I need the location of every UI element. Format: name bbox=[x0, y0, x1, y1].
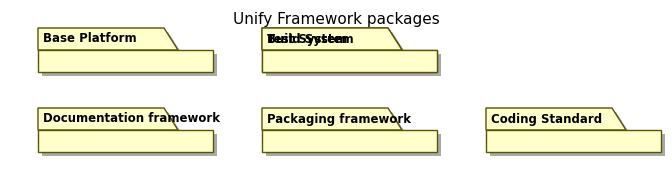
Text: Test System: Test System bbox=[267, 33, 347, 45]
Polygon shape bbox=[262, 50, 437, 72]
Polygon shape bbox=[38, 50, 213, 72]
Polygon shape bbox=[38, 130, 213, 152]
Text: Coding Standard: Coding Standard bbox=[491, 112, 602, 125]
Polygon shape bbox=[266, 112, 406, 134]
Polygon shape bbox=[42, 32, 182, 54]
Polygon shape bbox=[486, 108, 626, 130]
Polygon shape bbox=[42, 54, 217, 76]
Polygon shape bbox=[266, 134, 441, 156]
Polygon shape bbox=[38, 28, 178, 50]
Polygon shape bbox=[42, 134, 217, 156]
Polygon shape bbox=[266, 54, 441, 76]
Polygon shape bbox=[262, 28, 402, 50]
Text: Base Platform: Base Platform bbox=[43, 33, 136, 45]
Polygon shape bbox=[266, 32, 406, 54]
Polygon shape bbox=[266, 54, 441, 76]
Text: Documentation framework: Documentation framework bbox=[43, 112, 220, 125]
Polygon shape bbox=[490, 134, 665, 156]
Polygon shape bbox=[490, 112, 630, 134]
Polygon shape bbox=[262, 108, 402, 130]
Polygon shape bbox=[266, 32, 406, 54]
Polygon shape bbox=[262, 50, 437, 72]
Text: Packaging framework: Packaging framework bbox=[267, 112, 411, 125]
Polygon shape bbox=[486, 130, 661, 152]
Polygon shape bbox=[262, 28, 402, 50]
Polygon shape bbox=[38, 108, 178, 130]
Polygon shape bbox=[42, 112, 182, 134]
Text: Build System: Build System bbox=[267, 33, 353, 45]
Polygon shape bbox=[262, 130, 437, 152]
Text: Unify Framework packages: Unify Framework packages bbox=[233, 12, 439, 27]
